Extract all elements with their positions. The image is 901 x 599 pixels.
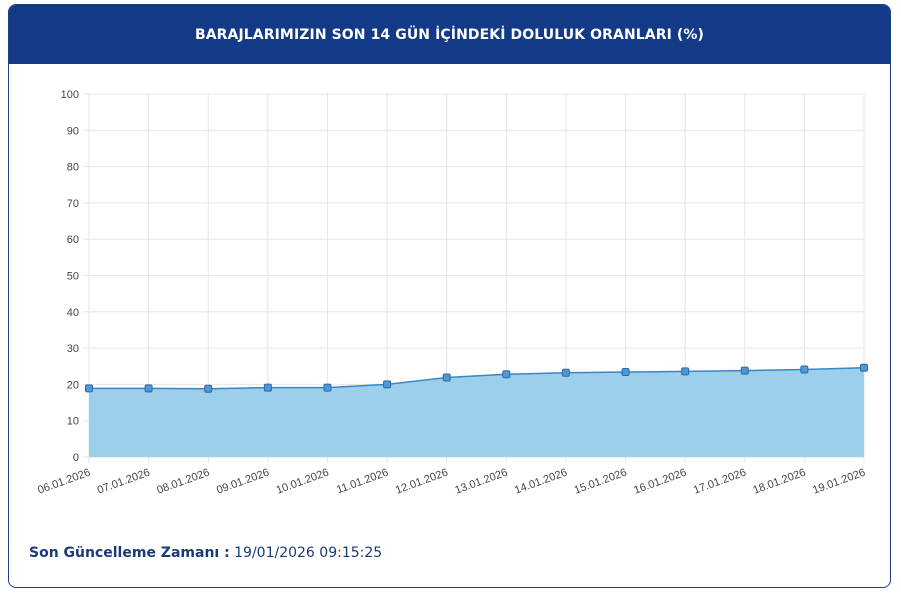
y-tick-label: 60 [67,234,79,246]
chart-svg: 0 10 20 30 40 50 60 70 80 90 100 06.01.2026 07.01.20… [36,89,868,497]
x-tick-label: 13.01.2026 [453,467,509,497]
last-updated-value: 19/01/2026 09:15:25 [234,545,383,561]
data-point [502,370,511,379]
y-tick-label: 90 [67,125,79,137]
chart-card: BARAJLARIMIZIN SON 14 GÜN İÇİNDEKİ DOLUL… [8,4,891,588]
x-tick-label: 07.01.2026 [96,467,152,497]
x-tick-label: 16.01.2026 [632,467,688,497]
last-updated-label: Son Güncelleme Zamanı : [29,545,230,561]
y-tick-label: 100 [61,89,79,101]
x-tick-label: 12.01.2026 [394,467,450,497]
data-point [263,383,272,392]
data-point [561,368,570,377]
y-tick-label: 50 [67,271,79,283]
last-updated: Son Güncelleme Zamanı : 19/01/2026 09:15… [29,545,382,561]
data-point [85,384,93,393]
data-point [800,365,809,374]
y-tick-label: 20 [67,379,79,391]
y-tick-label: 40 [67,307,79,319]
x-tick-label: 08.01.2026 [155,467,211,497]
data-point [621,368,630,377]
x-tick-label: 10.01.2026 [275,467,331,497]
data-point [860,363,868,372]
data-point [144,384,153,393]
x-tick-label: 19.01.2026 [811,467,867,497]
chart-title: BARAJLARIMIZIN SON 14 GÜN İÇİNDEKİ DOLUL… [9,5,890,64]
data-point [383,380,392,389]
y-tick-label: 70 [67,198,79,210]
y-tick-label: 10 [67,416,79,428]
data-point [323,383,332,392]
x-tick-label: 14.01.2026 [513,467,569,497]
x-tick-label: 11.01.2026 [335,467,390,497]
x-tick-label: 15.01.2026 [573,467,629,497]
data-point [442,373,451,382]
data-point [681,367,690,376]
y-tick-label: 30 [67,343,79,355]
chart-area: 0 10 20 30 40 50 60 70 80 90 100 06.01.2026 07.01.20… [9,64,890,514]
y-tick-label: 0 [73,452,79,464]
x-tick-label: 18.01.2026 [752,467,808,497]
series-line [89,366,865,390]
x-tick-label: 09.01.2026 [215,467,271,497]
x-tick-label: 17.01.2026 [692,467,748,497]
data-point [740,366,749,375]
x-tick-label: 06.01.2026 [36,467,92,497]
series-area [89,367,864,457]
data-point [204,384,213,393]
y-tick-label: 80 [67,162,79,174]
